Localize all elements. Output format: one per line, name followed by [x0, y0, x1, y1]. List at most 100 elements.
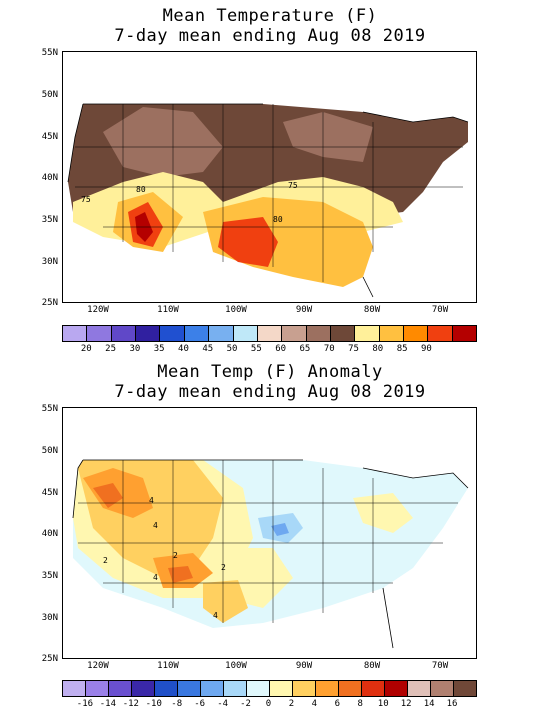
- legend-swatch: [155, 681, 178, 696]
- state-borders: [75, 104, 463, 282]
- region-temp-65-70: [103, 107, 223, 177]
- legend-label: -4: [217, 699, 229, 709]
- legend-swatch: [257, 326, 283, 341]
- legend-swatch: [233, 326, 258, 341]
- legend-label: 55: [250, 344, 262, 354]
- legend-label: -12: [122, 699, 139, 709]
- lon-label: 120W: [87, 305, 109, 315]
- legend-swatch: [379, 326, 405, 341]
- legend-label: 45: [202, 344, 214, 354]
- legend-label: -16: [76, 699, 94, 709]
- lat-label: 35N: [41, 215, 58, 225]
- legend-label: 35: [153, 344, 165, 354]
- contour-label: 4: [153, 573, 158, 582]
- contour-label: 80: [136, 185, 146, 194]
- region-temp-60-65: [283, 112, 373, 162]
- lon-label: 70W: [431, 661, 449, 671]
- legend-label: 12: [400, 699, 412, 709]
- legend-label: 30: [129, 344, 141, 354]
- legend-label: -2: [240, 699, 251, 709]
- region-anomaly-8-10: [168, 566, 193, 583]
- region-anomaly-neg4-neg2: [271, 523, 289, 536]
- legend-label: 90: [420, 344, 432, 354]
- legend-label: 25: [105, 344, 116, 354]
- legend-label: -10: [145, 699, 162, 709]
- contour-label: 2: [221, 563, 226, 572]
- contour-label: 2: [173, 551, 178, 560]
- legend-swatch: [184, 326, 210, 341]
- legend-swatch: [63, 681, 86, 696]
- lon-label: 110W: [157, 661, 179, 671]
- legend-label: -14: [99, 699, 116, 709]
- legend-label: 0: [265, 699, 272, 709]
- lat-label: 30N: [41, 613, 58, 623]
- map-subtitle: 7-day mean ending Aug 08 2019: [114, 382, 426, 402]
- contour-label: 4: [153, 521, 158, 530]
- contour-label: 2: [103, 556, 108, 565]
- lat-label: 55N: [41, 404, 58, 414]
- legend-swatch: [178, 681, 201, 696]
- lon-label: 90W: [295, 305, 313, 315]
- legend-swatch: [330, 326, 356, 341]
- legend-swatch: [385, 681, 408, 696]
- lat-label: 50N: [41, 90, 58, 100]
- legend-label: 85: [396, 344, 408, 354]
- lon-label: 100W: [225, 661, 247, 671]
- legend-swatch: [63, 326, 88, 341]
- lat-label: 45N: [41, 488, 58, 498]
- legend-label: 70: [323, 344, 335, 354]
- legend-swatch: [452, 326, 477, 341]
- map-title: Mean Temp (F) Anomaly: [157, 362, 383, 382]
- legend-swatch: [247, 681, 270, 696]
- legend-swatch: [86, 681, 109, 696]
- legend-swatch: [160, 326, 185, 341]
- legend-swatch: [224, 681, 247, 696]
- legend-label: 65: [299, 344, 311, 354]
- state-borders: [78, 460, 458, 623]
- lat-label: 30N: [41, 257, 58, 267]
- contour-label: 75: [81, 195, 91, 204]
- legend-label: 80: [372, 344, 384, 354]
- lat-label: 50N: [41, 446, 58, 456]
- legend-swatch: [404, 326, 429, 341]
- lat-label: 35N: [41, 571, 58, 581]
- contour-label: 4: [213, 611, 218, 620]
- lat-label: 25N: [41, 654, 58, 664]
- legend-label: 75: [348, 344, 359, 354]
- lat-label: 40N: [41, 529, 58, 539]
- lon-label: 120W: [87, 661, 109, 671]
- temperature-map: 80 75 75 80: [62, 51, 477, 303]
- legend-swatch: [111, 326, 137, 341]
- legend-swatch: [362, 681, 385, 696]
- legend-swatch: [339, 681, 362, 696]
- legend-label: 8: [357, 699, 363, 709]
- legend-label: 50: [226, 344, 238, 354]
- anomaly-map: 4 4 2 2 4 2 4: [62, 407, 477, 659]
- lon-label: 110W: [157, 305, 179, 315]
- lat-label: 25N: [41, 298, 58, 308]
- legend-swatch: [454, 681, 476, 696]
- legend-label: -6: [194, 699, 206, 709]
- lon-label: 70W: [431, 305, 449, 315]
- region-temp-85-90: [218, 217, 278, 267]
- contour-label: 80: [273, 215, 283, 224]
- legend-label: 14: [423, 699, 435, 709]
- legend-swatch: [282, 326, 307, 341]
- legend-swatch: [209, 326, 234, 341]
- contour-label: 4: [149, 496, 154, 505]
- temperature-colorbar: [62, 325, 477, 342]
- contour-label: 75: [288, 181, 298, 190]
- lat-label: 40N: [41, 173, 58, 183]
- region-anomaly-4-6: [203, 580, 248, 623]
- legend-swatch: [316, 681, 339, 696]
- legend-swatch: [293, 681, 316, 696]
- region-anomaly-8-10: [93, 483, 123, 508]
- legend-label: -8: [171, 699, 183, 709]
- lat-label: 45N: [41, 132, 58, 142]
- legend-swatch: [109, 681, 132, 696]
- map-subtitle: 7-day mean ending Aug 08 2019: [114, 26, 426, 46]
- legend-swatch: [306, 326, 331, 341]
- legend-label: 16: [446, 699, 458, 709]
- legend-label: 60: [275, 344, 287, 354]
- anomaly-colorbar: [62, 680, 477, 697]
